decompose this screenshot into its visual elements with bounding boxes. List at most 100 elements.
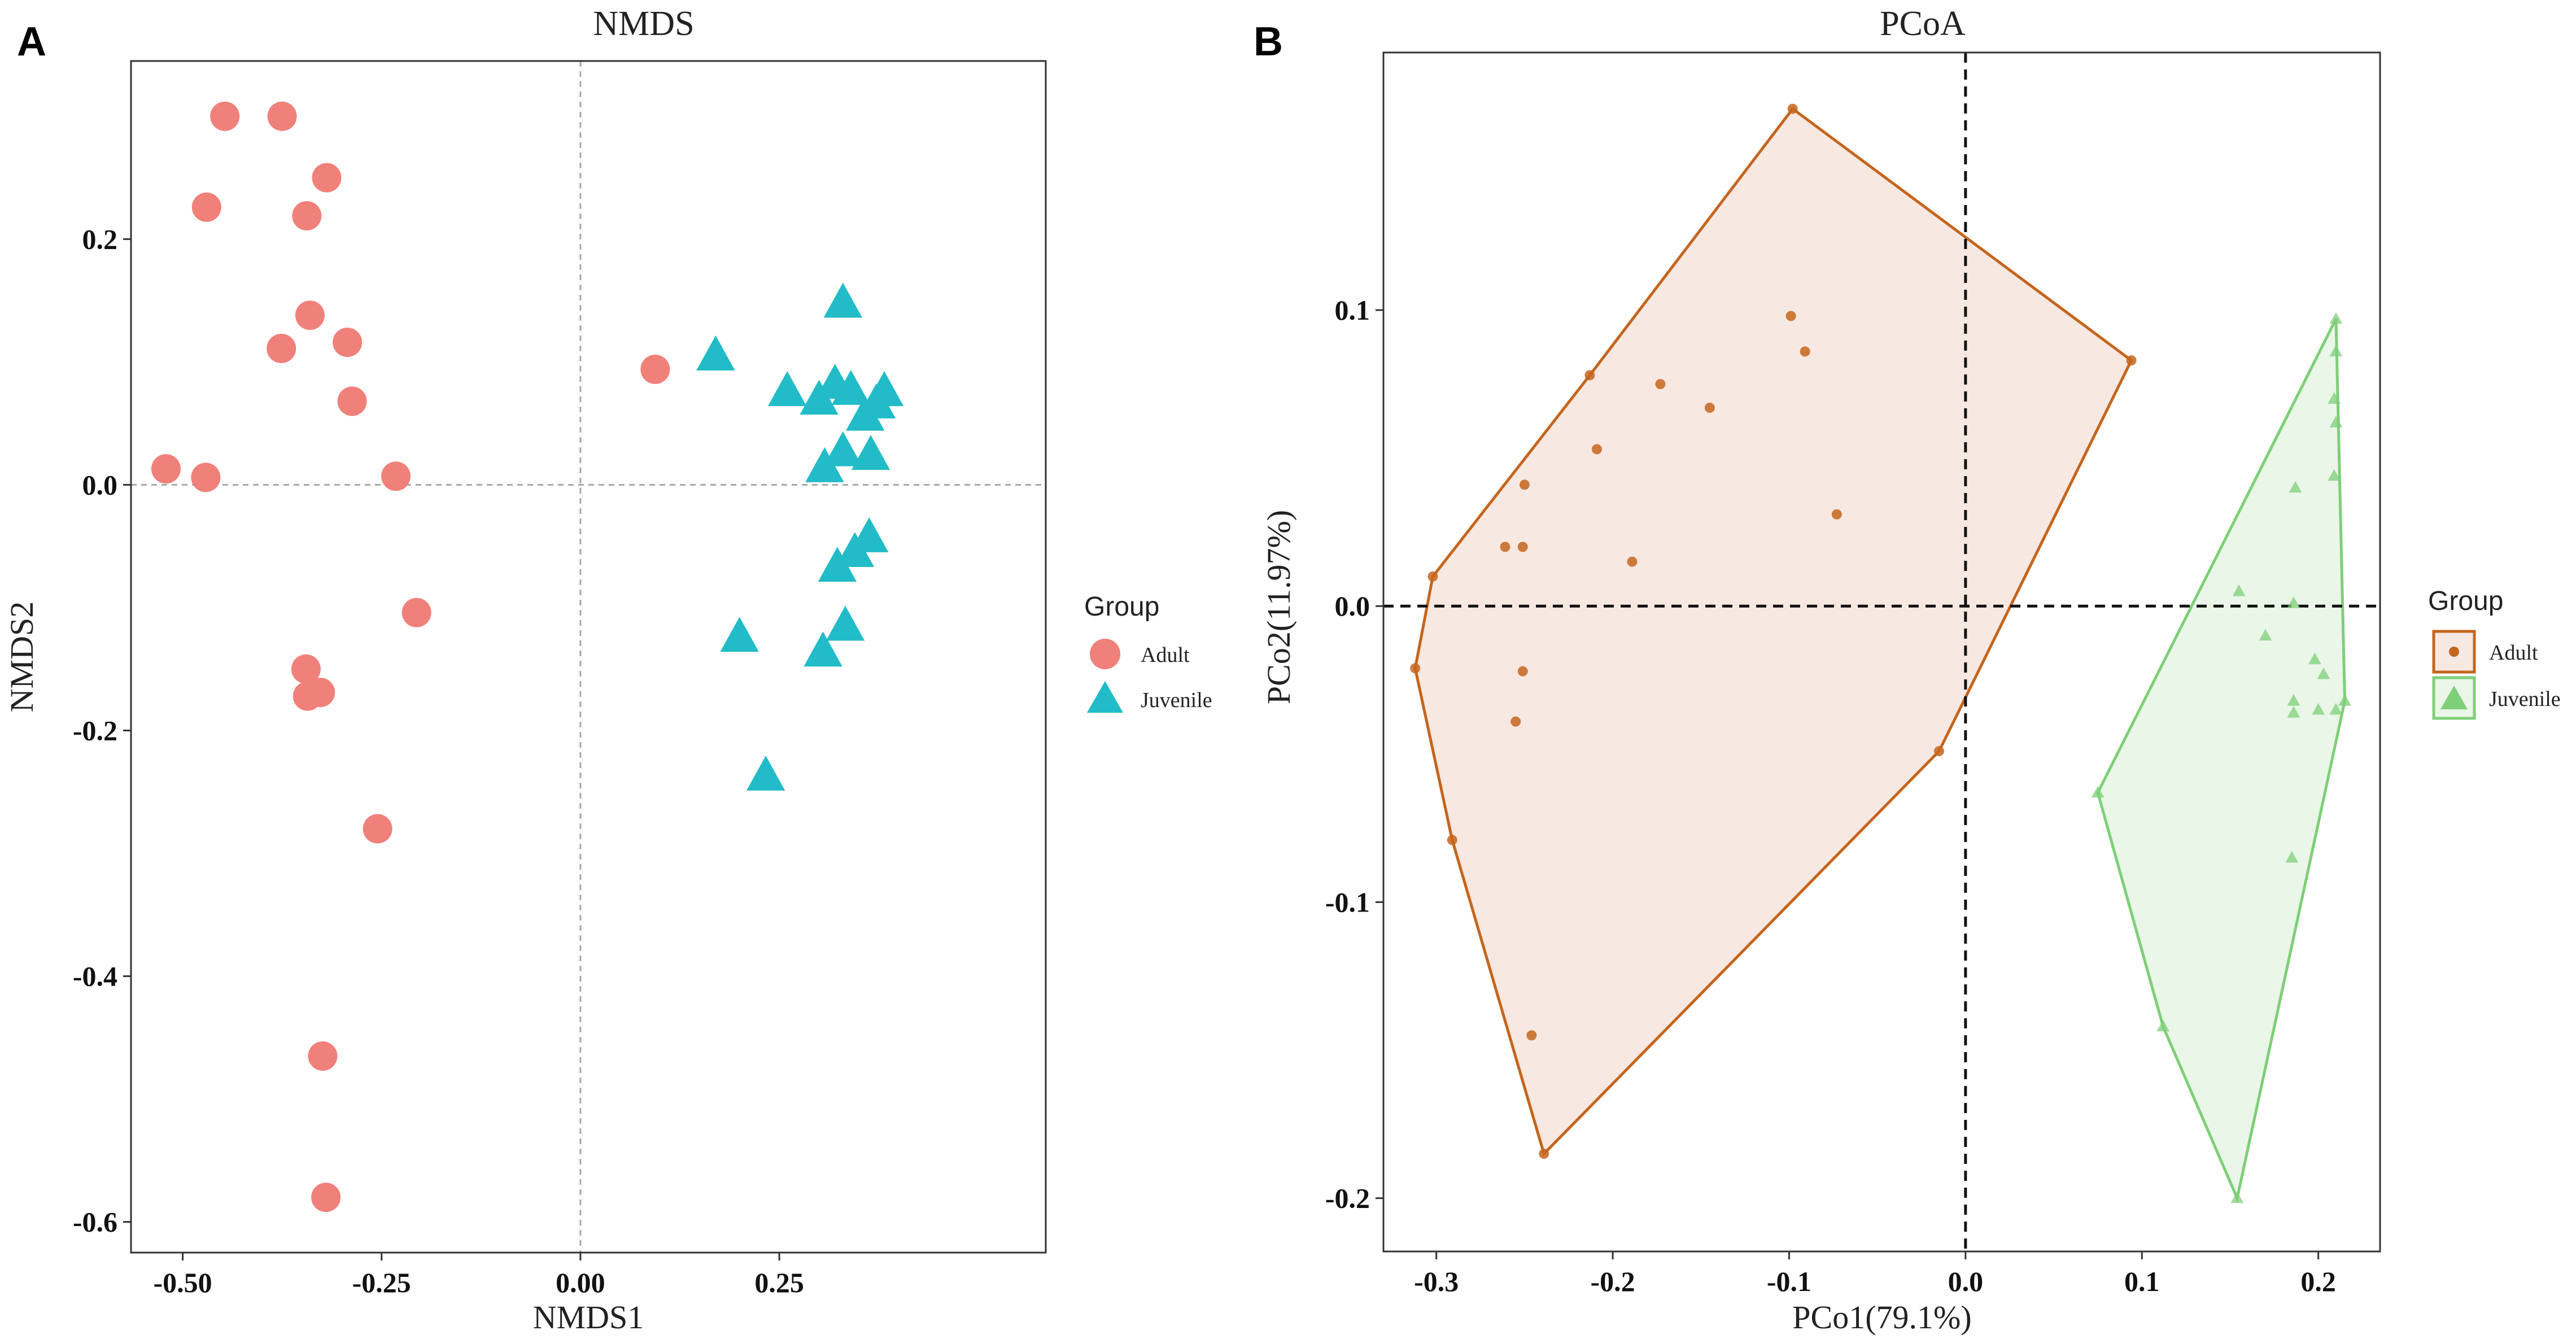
nmds-adult-point	[267, 334, 296, 364]
pcoa-legend-adult-dot	[2449, 647, 2459, 657]
nmds-juvenile-point	[805, 447, 844, 482]
pcoa-juvenile-point	[2329, 703, 2343, 715]
nmds-legend-juvenile-swatch	[1087, 681, 1123, 713]
plotB-x-tick-label: -0.2	[1591, 1266, 1635, 1297]
pcoa-adult-point	[1584, 370, 1595, 381]
nmds-title: NMDS	[593, 5, 694, 43]
pcoa-juvenile-point	[2232, 585, 2246, 596]
nmds-legend-title: Group	[1084, 592, 1159, 622]
nmds-adult-point	[292, 201, 322, 231]
nmds-juvenile-point	[865, 371, 904, 407]
nmds-adult-point	[381, 461, 411, 491]
pcoa-juvenile-point	[2329, 344, 2343, 357]
pcoa-adult-point	[1627, 556, 1638, 567]
nmds-y-axis: 0.2 0.0 -0.2 -0.4 -0.6	[73, 223, 131, 1238]
plotB-x-tick-label: -0.3	[1414, 1266, 1459, 1297]
pcoa-juvenile-point	[2091, 786, 2105, 798]
pcoa-juvenile-point	[2287, 705, 2300, 718]
pcoa-plot-frame	[1382, 51, 2381, 1253]
pcoa-adult-point	[1800, 346, 1810, 357]
nmds-adult-point	[267, 101, 297, 131]
nmds-adult-point	[291, 654, 321, 684]
pcoa-adult-point	[1519, 479, 1530, 490]
nmds-plot-frame	[130, 60, 1047, 1254]
nmds-adult-point	[295, 300, 325, 330]
pcoa-adult-point	[1934, 746, 1945, 757]
plotB-x-tick-label: 0.1	[2124, 1266, 2160, 1297]
plotA-y-tick-label: -0.2	[73, 715, 117, 747]
plotA-y-tick-label: 0.2	[82, 223, 118, 255]
pcoa-juvenile-point	[2308, 652, 2321, 665]
nmds-x-label: NMDS1	[533, 1299, 644, 1336]
pcoa-legend-juvenile-triangle	[2440, 686, 2468, 709]
pcoa-x-label: PCo1(79.1%)	[1792, 1299, 1971, 1336]
pcoa-juvenile-point	[2287, 596, 2300, 608]
nmds-legend-adult-label: Adult	[1141, 643, 1190, 667]
plotB-y-tick-label: 0.0	[1335, 590, 1370, 622]
pcoa-adult-point	[1526, 1030, 1537, 1041]
nmds-juvenile-point	[696, 335, 735, 370]
panel-b: B PCoA -0.3 -0.2 -0.1 0.0 0.1 0.2 0.10.0-0.1-…	[1254, 5, 2561, 1336]
nmds-juvenile-point	[835, 532, 875, 568]
pcoa-adult-point	[2126, 355, 2137, 366]
nmds-juvenile-point	[804, 631, 842, 667]
plotA-x-tick-label: -0.25	[352, 1267, 411, 1298]
pcoa-adult-point	[1704, 403, 1715, 413]
nmds-juvenile-point	[720, 617, 759, 652]
plotA-y-tick-label: -0.6	[73, 1206, 117, 1238]
pcoa-legend-adult-label: Adult	[2489, 641, 2538, 665]
pcoa-adult-point	[1831, 509, 1842, 520]
pcoa-legend-juvenile-label: Juvenile	[2489, 687, 2561, 711]
nmds-adult-point	[333, 328, 363, 357]
pcoa-juvenile-point	[2287, 694, 2300, 706]
nmds-legend-juvenile-label: Juvenile	[1141, 688, 1212, 712]
plotA-x-tick-label: -0.50	[153, 1267, 212, 1298]
panel-a-label: A	[17, 19, 46, 64]
nmds-juvenile-point	[846, 395, 885, 431]
pcoa-x-axis: -0.3 -0.2 -0.1 0.0 0.1 0.2	[1414, 1251, 2336, 1297]
nmds-reference-lines	[131, 61, 1046, 1253]
plotA-y-tick-label: 0.0	[82, 469, 118, 500]
nmds-x-axis: -0.50 -0.25 0.00 0.25	[153, 1253, 804, 1298]
nmds-adult-point	[191, 463, 221, 492]
pcoa-juvenile-point	[2289, 481, 2302, 493]
pcoa-juvenile-point	[2329, 416, 2343, 428]
plotB-x-tick-label: 0.2	[2300, 1266, 2336, 1297]
pcoa-adult-point	[1517, 666, 1528, 677]
pcoa-convex-hulls	[1413, 107, 2347, 1203]
nmds-juvenile-point	[826, 605, 865, 641]
pcoa-juvenile-point	[2230, 1191, 2244, 1203]
nmds-adult-point	[363, 814, 392, 844]
pcoa-juvenile-point	[2338, 694, 2351, 706]
pcoa-adult-point	[1517, 542, 1528, 552]
nmds-adult-point	[308, 1041, 338, 1071]
pcoa-juvenile-point	[2259, 629, 2272, 641]
pcoa-adult-point	[1655, 379, 1666, 390]
nmds-legend-adult-swatch	[1090, 639, 1120, 669]
pcoa-hull-adult	[1413, 107, 2133, 1157]
nmds-adult-point	[151, 454, 181, 484]
nmds-adult-point	[191, 192, 221, 222]
plotB-y-tick-label: -0.1	[1325, 886, 1370, 918]
nmds-adult-point	[305, 678, 335, 708]
plotB-y-tick-label: 0.1	[1335, 294, 1370, 326]
nmds-adult-point	[640, 354, 670, 384]
pcoa-juvenile-point	[2312, 703, 2325, 715]
pcoa-legend: Group Adult Juvenile	[2428, 586, 2561, 720]
plotA-x-tick-label: 0.00	[556, 1267, 605, 1298]
pcoa-adult-point	[1591, 444, 1602, 455]
pcoa-y-label: PCo2(11.97%)	[1260, 510, 1297, 704]
pcoa-data-points	[1410, 103, 2351, 1203]
nmds-juvenile-point	[831, 369, 871, 405]
plotB-y-tick-label: -0.2	[1325, 1183, 1370, 1214]
nmds-y-label: NMDS2	[3, 601, 40, 713]
nmds-juvenile-point	[851, 435, 890, 470]
pcoa-juvenile-point	[2285, 850, 2299, 863]
nmds-juvenile-point	[767, 371, 807, 407]
pcoa-juvenile-point	[2328, 469, 2341, 481]
nmds-juvenile-point	[823, 282, 862, 318]
nmds-legend: Group Adult Juvenile	[1084, 592, 1212, 713]
nmds-juvenile-point	[818, 547, 857, 582]
pcoa-adult-point	[1410, 663, 1421, 674]
pcoa-adult-point	[1785, 311, 1796, 321]
